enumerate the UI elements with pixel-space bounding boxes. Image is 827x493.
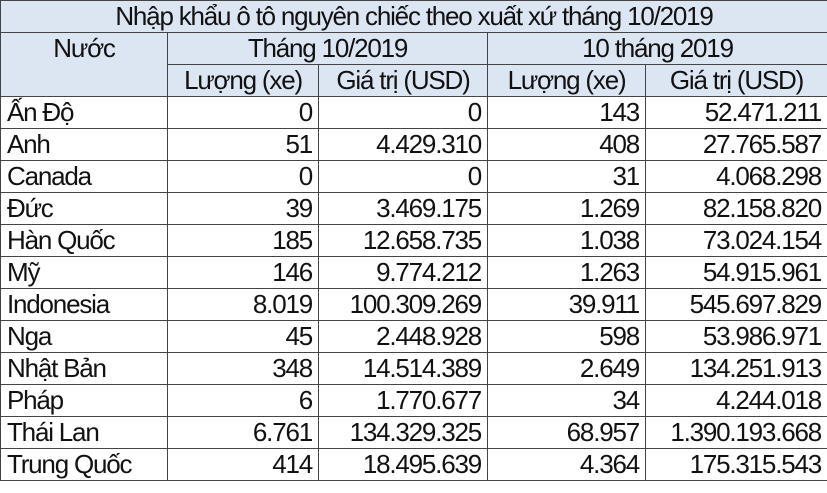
country-header: Nước bbox=[0, 32, 168, 97]
qty-month-cell: 146 bbox=[167, 256, 319, 289]
table-row: Đức 39 3.469.175 1.269 82.158.820 bbox=[0, 192, 827, 225]
qty-10months-cell: 4.364 bbox=[487, 448, 646, 481]
qty-10months-cell: 143 bbox=[487, 96, 646, 129]
country-cell: Đức bbox=[0, 192, 168, 225]
table-row: Mỹ 146 9.774.212 1.263 54.915.961 bbox=[0, 256, 827, 289]
value-month-cell: 3.469.175 bbox=[318, 192, 488, 225]
country-cell: Indonesia bbox=[0, 288, 168, 321]
value-10months-cell: 1.390.193.668 bbox=[645, 416, 827, 449]
value-month-cell: 100.309.269 bbox=[318, 288, 488, 321]
qty-10months-cell: 39.911 bbox=[487, 288, 646, 321]
qty-month-cell: 39 bbox=[167, 192, 319, 225]
value-month-cell: 2.448.928 bbox=[318, 320, 488, 353]
value-10months-cell: 53.986.971 bbox=[645, 320, 827, 353]
qty-month-cell: 0 bbox=[167, 96, 319, 129]
value-header: Giá trị (USD) bbox=[318, 64, 488, 97]
qty-10months-cell: 34 bbox=[487, 384, 646, 417]
value-10months-cell: 82.158.820 bbox=[645, 192, 827, 225]
value-10months-cell: 4.068.298 bbox=[645, 160, 827, 193]
country-cell: Canada bbox=[0, 160, 168, 193]
value-10months-cell: 545.697.829 bbox=[645, 288, 827, 321]
value-month-cell: 134.329.325 bbox=[318, 416, 488, 449]
value-10months-cell: 27.765.587 bbox=[645, 128, 827, 161]
value-month-cell: 0 bbox=[318, 96, 488, 129]
qty-10months-cell: 408 bbox=[487, 128, 646, 161]
country-cell: Thái Lan bbox=[0, 416, 168, 449]
table-row: Indonesia 8.019 100.309.269 39.911 545.697.8… bbox=[0, 288, 827, 321]
table-row: Ấn Độ 0 0 143 52.471.211 bbox=[0, 96, 827, 129]
table-row: Pháp 6 1.770.677 34 4.244.018 bbox=[0, 384, 827, 417]
value-month-cell: 0 bbox=[318, 160, 488, 193]
table-title: Nhập khẩu ô tô nguyên chiếc theo xuất xứ… bbox=[0, 0, 827, 33]
qty-month-cell: 6.761 bbox=[167, 416, 319, 449]
value-month-cell: 12.658.735 bbox=[318, 224, 488, 257]
qty-month-cell: 6 bbox=[167, 384, 319, 417]
value-10months-cell: 175.315.543 bbox=[645, 448, 827, 481]
table-row: Trung Quốc 414 18.495.639 4.364 175.315.543 bbox=[0, 448, 827, 481]
value-month-cell: 4.429.310 bbox=[318, 128, 488, 161]
value-10months-cell: 73.024.154 bbox=[645, 224, 827, 257]
table-row: Nga 45 2.448.928 598 53.986.971 bbox=[0, 320, 827, 353]
qty-10months-cell: 1.263 bbox=[487, 256, 646, 289]
qty-month-cell: 0 bbox=[167, 160, 319, 193]
value-month-cell: 14.514.389 bbox=[318, 352, 488, 385]
value-header: Giá trị (USD) bbox=[645, 64, 827, 97]
value-month-cell: 1.770.677 bbox=[318, 384, 488, 417]
qty-month-cell: 414 bbox=[167, 448, 319, 481]
qty-10months-cell: 1.038 bbox=[487, 224, 646, 257]
qty-10months-cell: 2.649 bbox=[487, 352, 646, 385]
value-10months-cell: 4.244.018 bbox=[645, 384, 827, 417]
table-row: Canada 0 0 31 4.068.298 bbox=[0, 160, 827, 193]
country-cell: Anh bbox=[0, 128, 168, 161]
country-cell: Ấn Độ bbox=[0, 96, 168, 129]
qty-header: Lượng (xe) bbox=[167, 64, 319, 97]
value-month-cell: 18.495.639 bbox=[318, 448, 488, 481]
value-month-cell: 9.774.212 bbox=[318, 256, 488, 289]
period2-header: 10 tháng 2019 bbox=[487, 32, 827, 65]
table-row: Nhật Bản 348 14.514.389 2.649 134.251.913 bbox=[0, 352, 827, 385]
country-cell: Hàn Quốc bbox=[0, 224, 168, 257]
car-import-table: Nhập khẩu ô tô nguyên chiếc theo xuất xứ… bbox=[0, 0, 827, 481]
value-10months-cell: 54.915.961 bbox=[645, 256, 827, 289]
qty-month-cell: 45 bbox=[167, 320, 319, 353]
qty-month-cell: 8.019 bbox=[167, 288, 319, 321]
qty-10months-cell: 68.957 bbox=[487, 416, 646, 449]
country-cell: Nga bbox=[0, 320, 168, 353]
table-row: Thái Lan 6.761 134.329.325 68.957 1.390.193.… bbox=[0, 416, 827, 449]
country-cell: Trung Quốc bbox=[0, 448, 168, 481]
qty-header: Lượng (xe) bbox=[487, 64, 646, 97]
qty-month-cell: 348 bbox=[167, 352, 319, 385]
value-10months-cell: 134.251.913 bbox=[645, 352, 827, 385]
table-row: Hàn Quốc 185 12.658.735 1.038 73.024.154 bbox=[0, 224, 827, 257]
qty-month-cell: 185 bbox=[167, 224, 319, 257]
value-10months-cell: 52.471.211 bbox=[645, 96, 827, 129]
table-row: Anh 51 4.429.310 408 27.765.587 bbox=[0, 128, 827, 161]
country-cell: Nhật Bản bbox=[0, 352, 168, 385]
country-cell: Mỹ bbox=[0, 256, 168, 289]
country-cell: Pháp bbox=[0, 384, 168, 417]
qty-10months-cell: 598 bbox=[487, 320, 646, 353]
period1-header: Tháng 10/2019 bbox=[167, 32, 488, 65]
qty-month-cell: 51 bbox=[167, 128, 319, 161]
qty-10months-cell: 31 bbox=[487, 160, 646, 193]
qty-10months-cell: 1.269 bbox=[487, 192, 646, 225]
